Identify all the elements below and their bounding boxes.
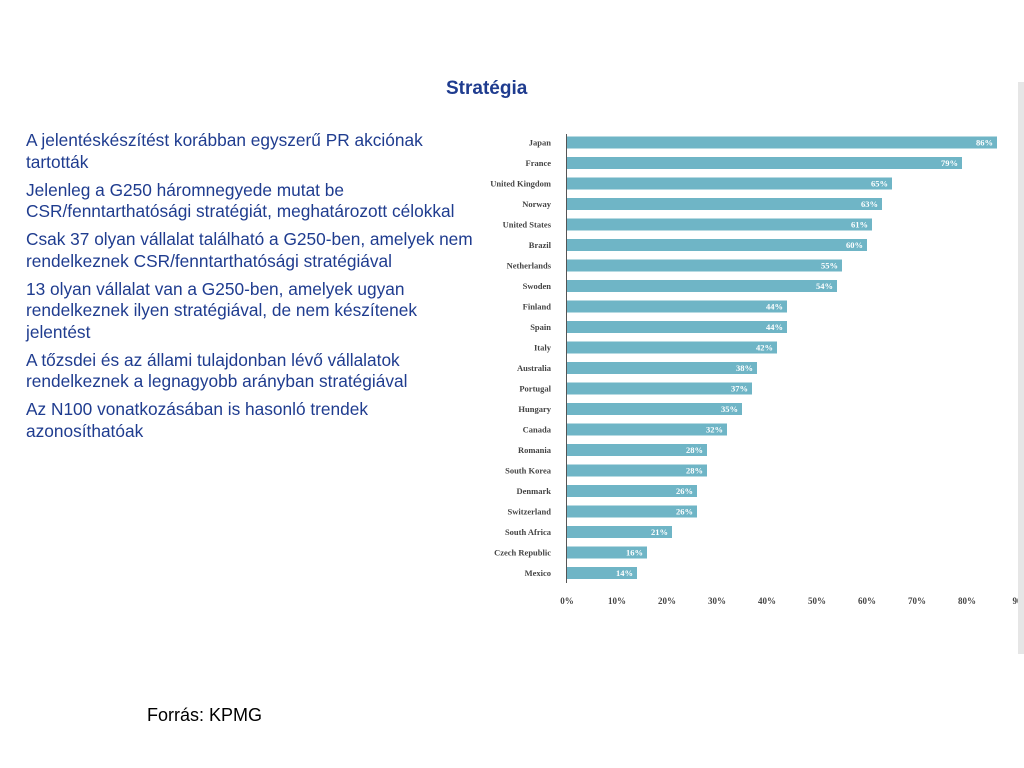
bar <box>567 546 647 559</box>
category-label: Mexico <box>525 568 551 578</box>
slide-edge-divider <box>1018 82 1024 654</box>
bar-value-label: 28% <box>686 445 703 455</box>
category-label: France <box>526 158 552 168</box>
category-label: Switzerland <box>508 507 552 517</box>
bar-value-label: 21% <box>651 527 668 537</box>
bullet-item: Jelenleg a G250 háromnegyede mutat be CS… <box>26 179 455 222</box>
bar-value-label: 26% <box>676 507 693 517</box>
slide-title: Stratégia <box>446 78 528 99</box>
bar <box>567 444 707 456</box>
bullet-item: A tőzsdei és az állami tulajdonban lévő … <box>26 349 408 392</box>
x-tick-label: 50% <box>808 596 826 606</box>
category-label: Swoden <box>523 281 552 291</box>
bullet-item: Csak 37 olyan vállalat található a G250-… <box>26 229 473 271</box>
bar-value-label: 44% <box>766 302 783 312</box>
bar <box>567 362 757 374</box>
x-tick-label: 0% <box>560 596 574 606</box>
category-label: Portugal <box>519 384 551 394</box>
bullet-item: A jelentéskészítést korábban egyszerű PR… <box>26 130 423 172</box>
category-label: Brazil <box>529 240 552 250</box>
bar-value-label: 28% <box>686 466 703 476</box>
bar-value-label: 55% <box>821 261 838 271</box>
bar-value-label: 61% <box>851 220 868 230</box>
category-label: Hungary <box>518 404 551 414</box>
category-label: Australia <box>517 363 552 373</box>
bullet-list: A jelentéskészítést korábban egyszerű PR… <box>26 130 484 449</box>
bar-value-label: 54% <box>816 281 833 291</box>
bar-value-label: 44% <box>766 322 783 332</box>
category-label: United Kingdom <box>490 179 551 189</box>
category-label: Czech Republic <box>494 548 551 558</box>
bar <box>567 403 742 415</box>
bar <box>567 259 842 272</box>
country-strategy-bar-chart: Japan 86% France 79% United Kingdom 65% Norway… <box>490 134 1018 606</box>
bar-value-label: 26% <box>676 486 693 496</box>
bar <box>567 341 777 354</box>
bar-value-label: 35% <box>721 404 738 414</box>
bullet-item: 13 olyan vállalat van a G250-ben, amelye… <box>26 278 417 342</box>
bar-value-label: 79% <box>941 158 958 168</box>
bullet-item: Az N100 vonatkozásában is hasonló trende… <box>26 399 369 441</box>
x-tick-label: 80% <box>958 596 976 606</box>
category-label: United States <box>503 220 552 230</box>
x-tick-label: 10% <box>608 596 626 606</box>
x-tick-label: 20% <box>658 596 676 606</box>
bar-value-label: 38% <box>736 363 753 373</box>
bar <box>567 423 727 436</box>
category-label: South Korea <box>505 466 552 476</box>
bar-value-label: 60% <box>846 240 863 250</box>
bar-value-label: 14% <box>616 568 633 578</box>
bar <box>567 136 997 149</box>
bar <box>567 526 672 538</box>
bar <box>567 505 697 518</box>
bar-value-label: 37% <box>731 384 748 394</box>
bar <box>567 198 882 210</box>
bar <box>567 157 962 169</box>
bar <box>567 239 867 251</box>
x-tick-label: 30% <box>708 596 726 606</box>
category-label: Italy <box>534 343 552 353</box>
category-label: South Africa <box>505 527 552 537</box>
bar <box>567 280 837 292</box>
category-label: Netherlands <box>507 261 552 271</box>
source-caption: Forrás: KPMG <box>147 705 263 725</box>
category-label: Canada <box>523 425 552 435</box>
x-tick-label: 70% <box>908 596 926 606</box>
bar-value-label: 32% <box>706 425 723 435</box>
bar <box>567 177 892 190</box>
bar <box>567 218 872 231</box>
bar-value-label: 86% <box>976 138 993 148</box>
bar-value-label: 42% <box>756 343 773 353</box>
bars-layer: Japan 86% France 79% United Kingdom 65% Norway… <box>490 136 997 579</box>
category-label: Romania <box>518 445 552 455</box>
bar-value-label: 63% <box>861 199 878 209</box>
category-label: Denmark <box>517 486 552 496</box>
category-label: Finland <box>523 302 552 312</box>
x-axis-ticks: 0% 10% 20% 30% 40% 50% 60% 70% 80% 90 <box>560 596 1018 606</box>
bar-value-label: 16% <box>626 548 643 558</box>
bar <box>567 382 752 395</box>
bar <box>567 300 787 313</box>
category-label: Norway <box>522 199 552 209</box>
bar <box>567 464 707 477</box>
category-label: Japan <box>529 138 551 148</box>
x-tick-label: 60% <box>858 596 876 606</box>
bar-value-label: 65% <box>871 179 888 189</box>
category-label: Spain <box>530 322 551 332</box>
bar <box>567 485 697 497</box>
x-tick-label: 40% <box>758 596 776 606</box>
bar <box>567 321 787 333</box>
bar <box>567 567 637 579</box>
x-tick-label: 90 <box>1013 596 1019 606</box>
